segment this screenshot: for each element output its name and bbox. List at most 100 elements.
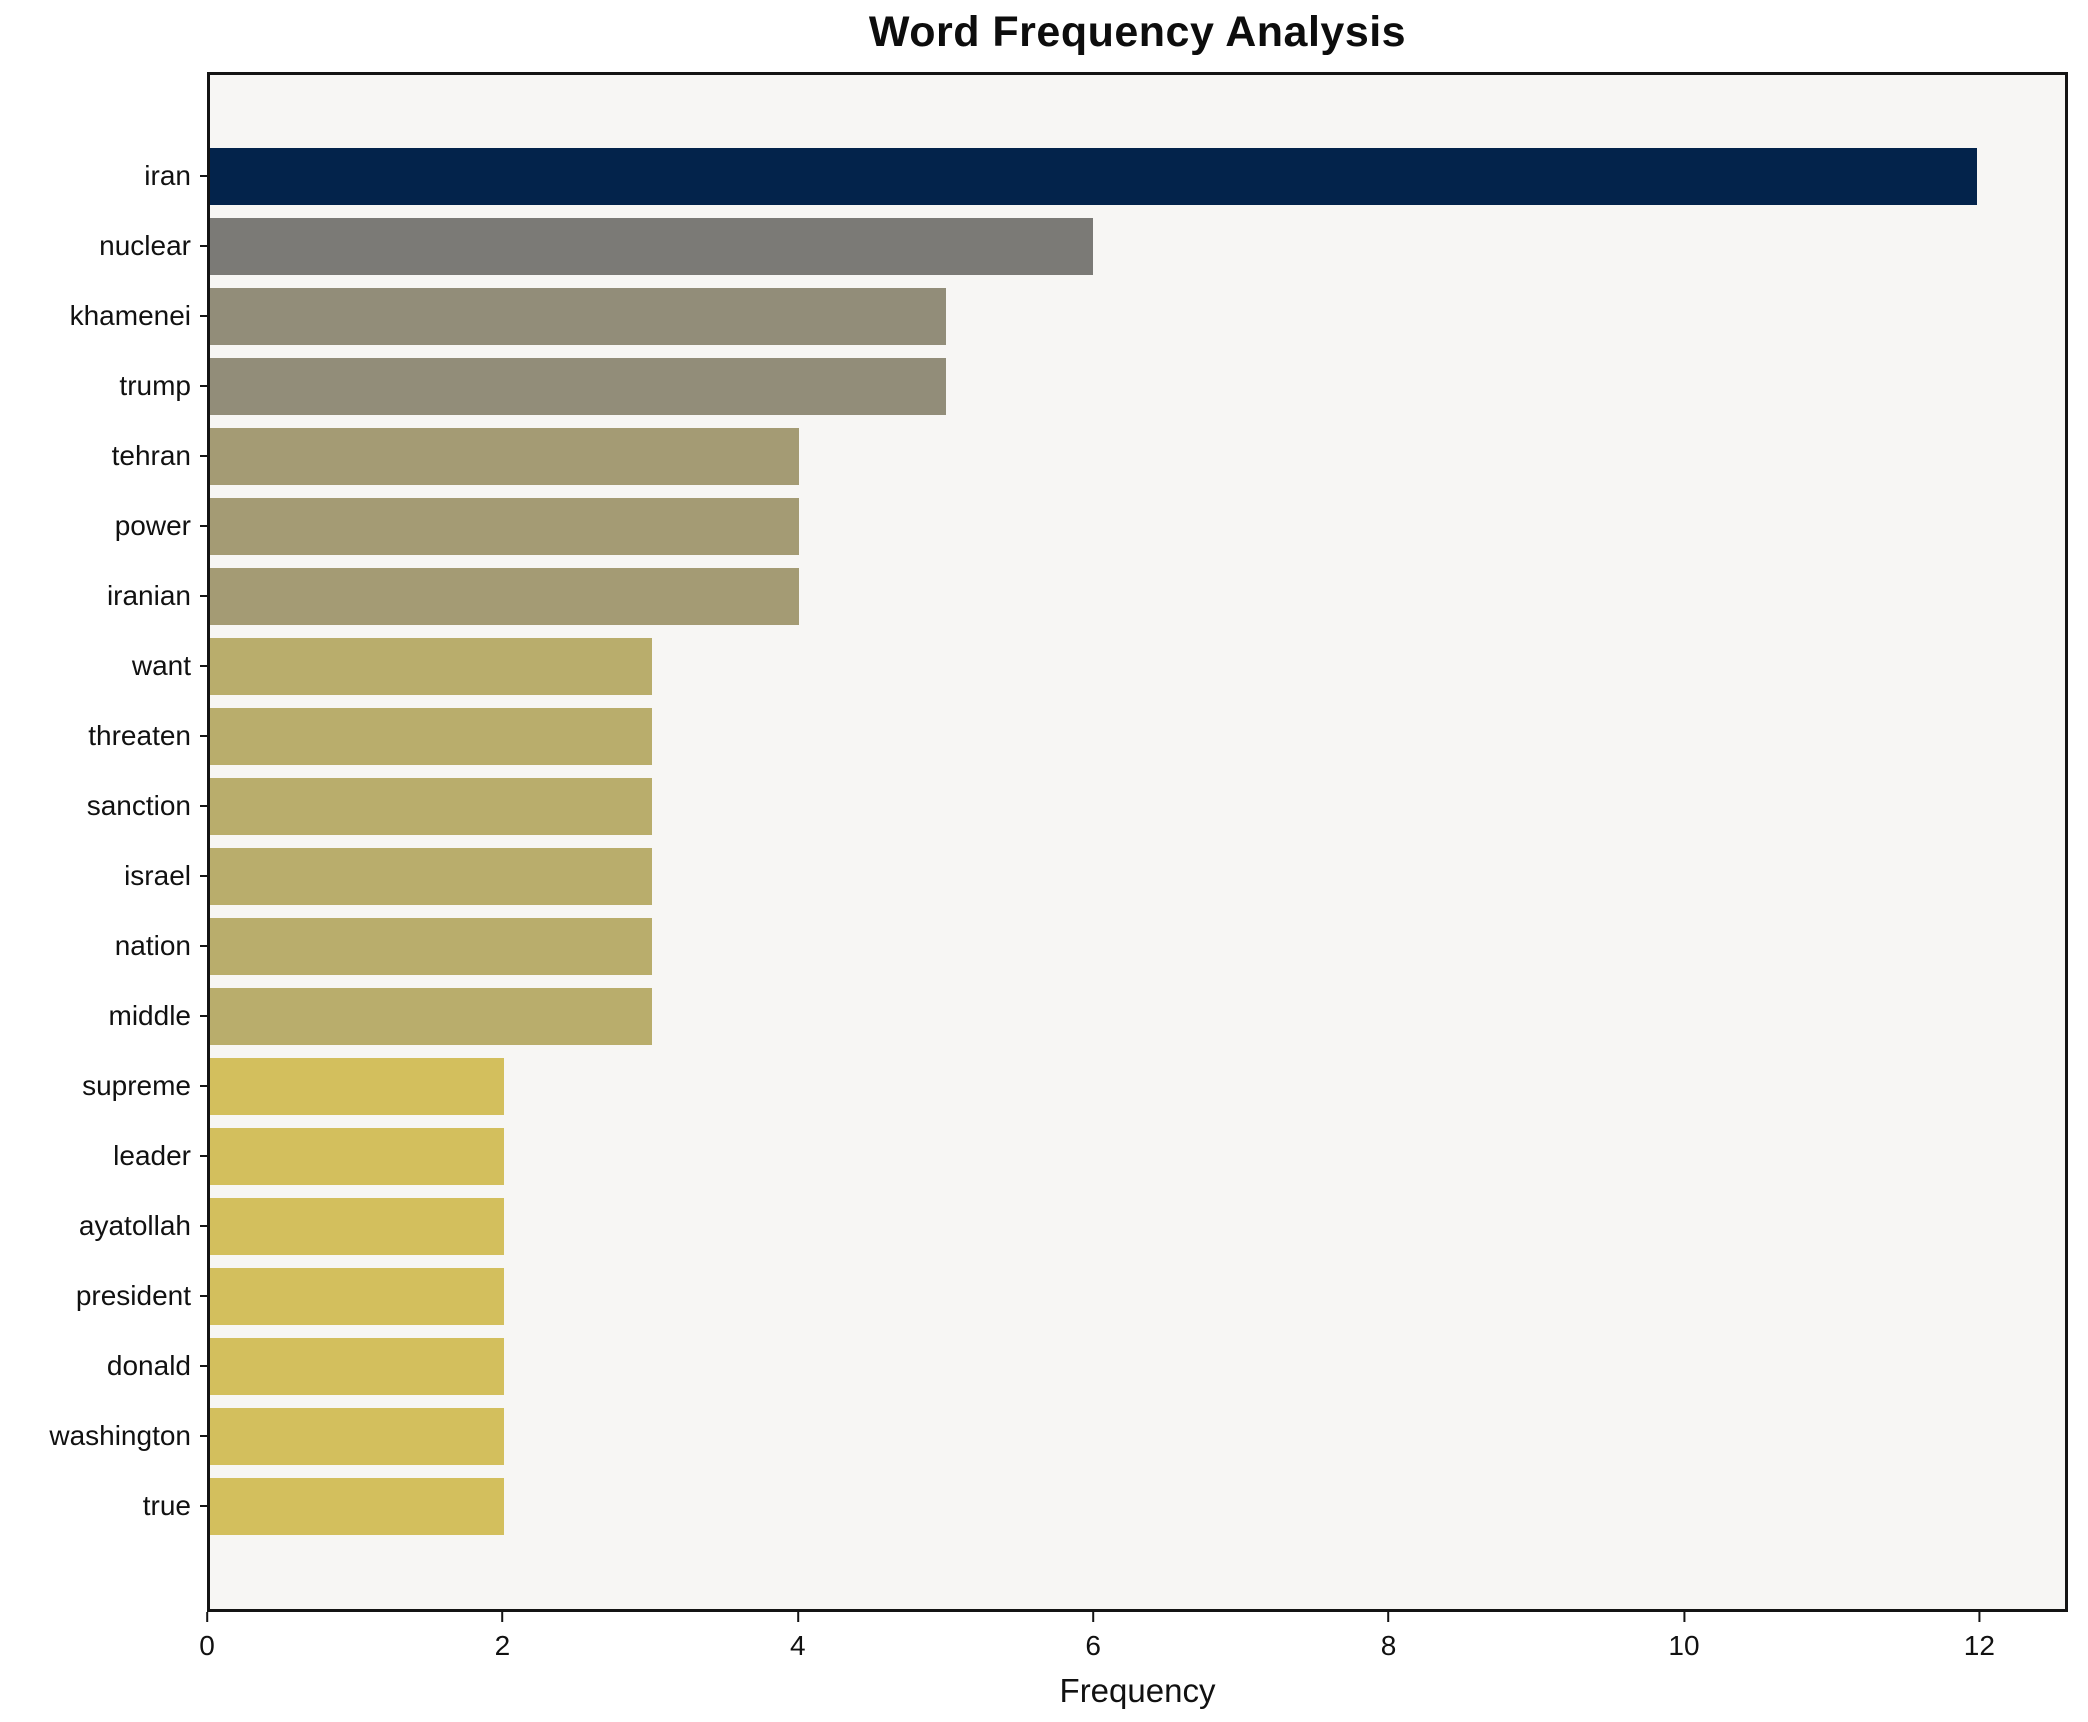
- y-tick-mark: [200, 245, 210, 247]
- bar-row: want: [132, 631, 2065, 701]
- y-tick-label: leader: [113, 1140, 191, 1171]
- y-tick-mark: [200, 1435, 210, 1437]
- y-tick-mark: [200, 875, 210, 877]
- x-axis: 0 2 4 6 8 10 12: [199, 1612, 2068, 1672]
- bar-ayatollah: [210, 1197, 505, 1255]
- y-tick-label: tehran: [111, 440, 191, 471]
- y-tick-label: nation: [114, 930, 191, 961]
- bar-row: donald: [107, 1331, 2065, 1401]
- x-tick: 12: [1964, 1612, 1995, 1662]
- y-tick-label: iran: [144, 160, 191, 191]
- bar-middle: [210, 987, 652, 1045]
- y-tick-mark: [200, 1225, 210, 1227]
- bar-leader: [210, 1127, 505, 1185]
- bar-row: supreme: [82, 1051, 2065, 1121]
- x-tick-label: 12: [1963, 1630, 1995, 1661]
- x-tick: 8: [1380, 1612, 1397, 1662]
- y-tick-mark: [200, 595, 210, 597]
- bar-nation: [210, 917, 652, 975]
- y-tick-mark: [200, 1085, 210, 1087]
- bar-row: power: [115, 491, 2065, 561]
- bar-israel: [210, 847, 652, 905]
- y-tick-mark: [200, 665, 210, 667]
- y-tick-mark: [200, 735, 210, 737]
- bar-washington: [210, 1407, 505, 1465]
- y-tick-mark: [200, 315, 210, 317]
- y-tick-mark: [200, 945, 210, 947]
- y-tick-label: washington: [49, 1420, 191, 1451]
- y-tick-mark: [200, 175, 210, 177]
- x-tick: 6: [1085, 1612, 1101, 1662]
- bar-row: nuclear: [99, 211, 2065, 281]
- bar-row: nation: [115, 911, 2065, 981]
- x-tick-label: 2: [494, 1630, 511, 1661]
- y-tick-mark: [200, 1295, 210, 1297]
- x-tick-mark: [205, 1612, 208, 1622]
- chart-title: Word Frequency Analysis: [868, 8, 1407, 56]
- bar-power: [210, 497, 799, 555]
- bar-nuclear: [210, 217, 1094, 275]
- x-tick-mark: [501, 1612, 504, 1622]
- y-tick-label: iranian: [106, 580, 191, 611]
- x-tick-label: 4: [789, 1630, 806, 1661]
- bar-row: leader: [113, 1121, 2065, 1191]
- y-tick-mark: [200, 805, 210, 807]
- bar-row: iran: [144, 141, 2065, 211]
- y-tick-label: ayatollah: [78, 1210, 191, 1241]
- y-tick-label: want: [131, 650, 191, 681]
- x-tick-label: 0: [199, 1630, 215, 1661]
- y-tick-label: trump: [119, 370, 191, 401]
- x-tick-label: 8: [1380, 1630, 1397, 1661]
- y-tick-label: threaten: [88, 720, 191, 751]
- x-tick-mark: [1387, 1612, 1390, 1622]
- y-tick-label: true: [142, 1490, 191, 1521]
- x-tick: 4: [790, 1612, 806, 1662]
- x-tick: 10: [1668, 1612, 1700, 1662]
- x-tick-mark: [796, 1612, 799, 1622]
- bar-row: tehran: [112, 421, 2065, 491]
- bar-president: [210, 1267, 505, 1325]
- bar-donald: [210, 1337, 505, 1395]
- y-tick-label: nuclear: [99, 230, 191, 261]
- bar-iran: [210, 147, 1977, 205]
- y-tick-mark: [200, 385, 210, 387]
- bar-threaten: [210, 707, 652, 765]
- y-tick-label: middle: [108, 1000, 191, 1031]
- bar-row: middle: [109, 981, 2065, 1051]
- bar-row: washington: [49, 1401, 2065, 1471]
- y-tick-label: israel: [124, 860, 191, 891]
- y-tick-mark: [200, 1015, 210, 1017]
- bar-row: trump: [119, 351, 2065, 421]
- bar-row: president: [76, 1261, 2065, 1331]
- y-tick-mark: [200, 525, 210, 527]
- plot-rows: iran nuclear khamenei trump tehran power irani…: [49, 75, 2065, 1609]
- x-tick: 2: [494, 1612, 511, 1662]
- x-tick-label: 10: [1668, 1630, 1700, 1661]
- bar-want: [210, 637, 652, 695]
- bar-row: israel: [124, 841, 2065, 911]
- y-tick-mark: [200, 1365, 210, 1367]
- bar-row: threaten: [88, 701, 2065, 771]
- y-tick-label: donald: [106, 1350, 191, 1381]
- y-tick-mark: [200, 1505, 210, 1507]
- y-tick-label: president: [75, 1280, 191, 1311]
- bar-row: khamenei: [70, 281, 2065, 351]
- x-tick-mark: [1092, 1612, 1095, 1622]
- bar-supreme: [210, 1057, 505, 1115]
- y-tick-label: supreme: [82, 1070, 191, 1101]
- y-tick-label: power: [114, 510, 191, 541]
- y-tick-mark: [200, 1155, 210, 1157]
- bar-row: iranian: [107, 561, 2065, 631]
- bar-trump: [210, 357, 947, 415]
- bar-khamenei: [210, 287, 947, 345]
- y-tick-label: sanction: [86, 790, 191, 821]
- bar-row: sanction: [87, 771, 2065, 841]
- plot-area: iran nuclear khamenei trump tehran power irani…: [49, 72, 2068, 1612]
- bar-row: true: [143, 1471, 2065, 1541]
- bar-iranian: [210, 567, 799, 625]
- bar-true: [210, 1477, 505, 1535]
- x-tick-label: 6: [1085, 1630, 1101, 1661]
- x-tick-mark: [1682, 1612, 1685, 1622]
- bar-sanction: [210, 777, 652, 835]
